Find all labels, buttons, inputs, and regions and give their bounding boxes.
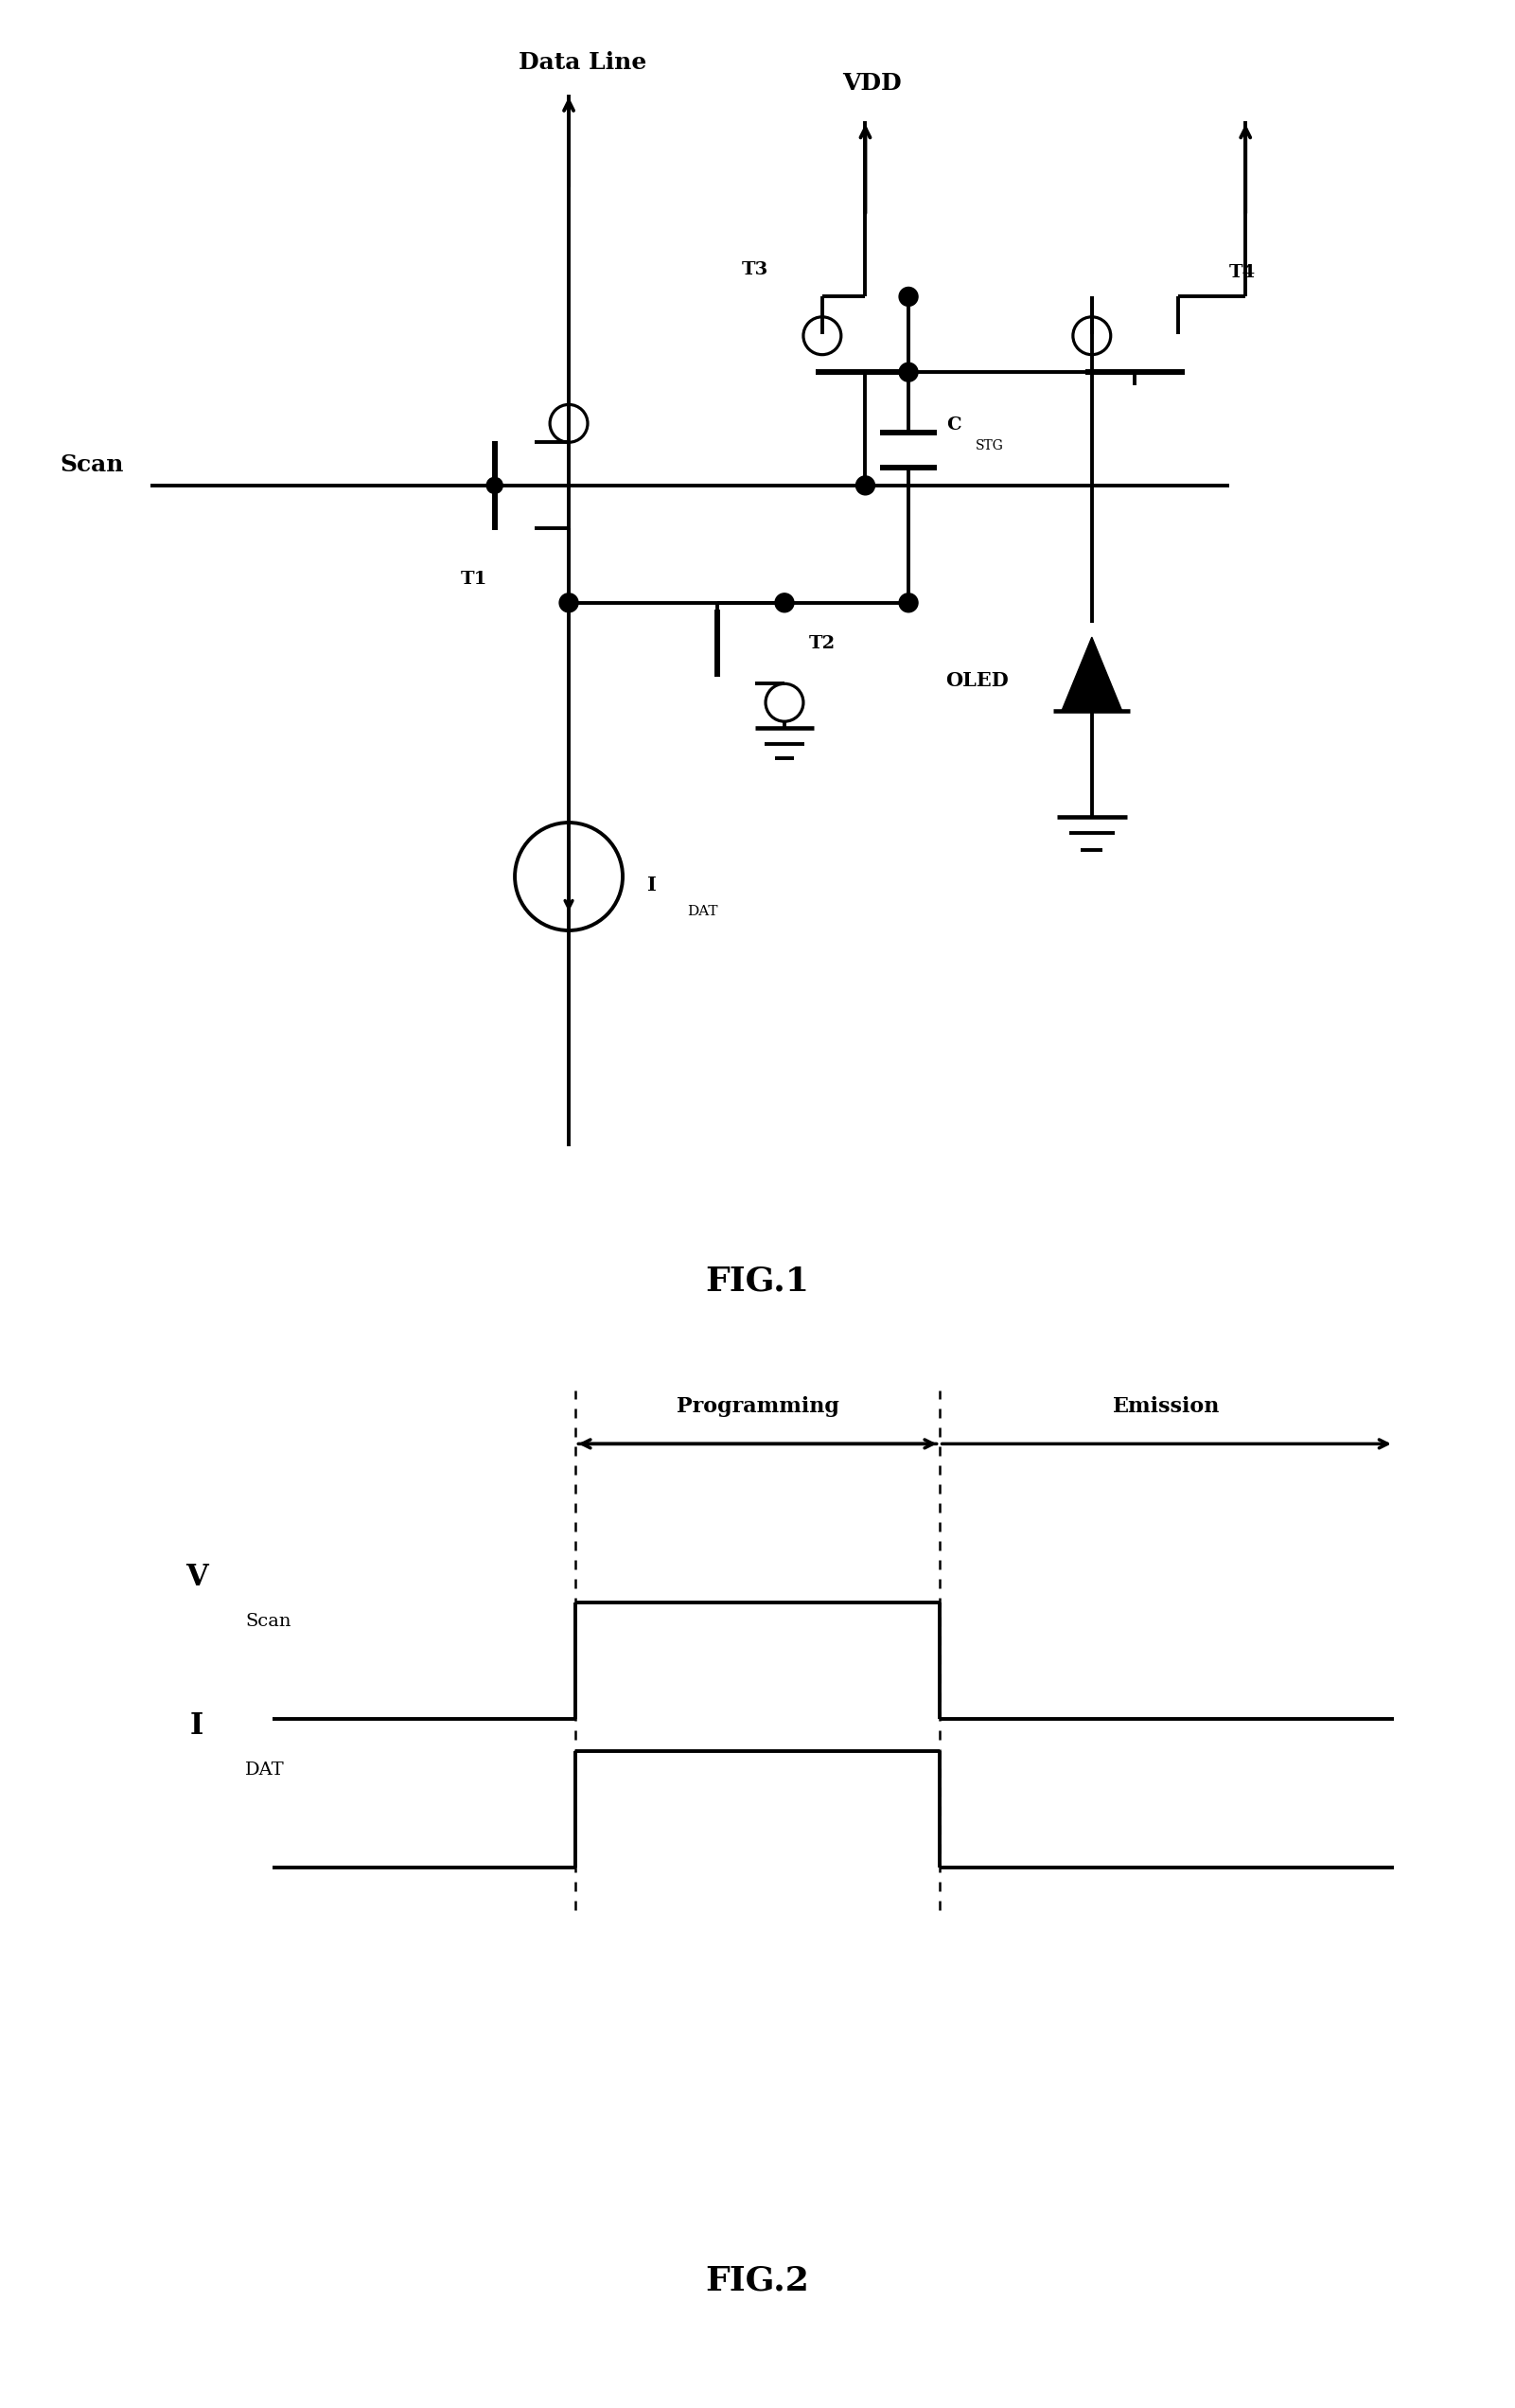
Text: DAT: DAT [245, 1763, 285, 1780]
Text: Emission: Emission [1114, 1397, 1220, 1418]
Text: V: V [186, 1563, 208, 1592]
Text: FIG.1: FIG.1 [706, 1264, 809, 1298]
Circle shape [898, 364, 918, 380]
Circle shape [898, 592, 918, 612]
Text: T3: T3 [741, 260, 768, 279]
Polygon shape [1062, 638, 1123, 710]
Circle shape [559, 592, 579, 612]
Text: VDD: VDD [842, 72, 901, 94]
Circle shape [776, 592, 794, 612]
Text: T1: T1 [461, 571, 488, 588]
Text: I: I [647, 874, 656, 893]
Text: DAT: DAT [688, 905, 718, 917]
Circle shape [856, 477, 874, 496]
Text: Programming: Programming [676, 1397, 839, 1418]
Text: Data Line: Data Line [518, 51, 647, 75]
Text: C: C [947, 417, 961, 433]
Text: T4: T4 [1229, 265, 1256, 282]
Text: FIG.2: FIG.2 [706, 2266, 809, 2297]
Text: Scan: Scan [61, 453, 124, 477]
Text: T2: T2 [809, 636, 835, 653]
Text: OLED: OLED [945, 672, 1009, 691]
Text: I: I [191, 1712, 203, 1741]
Text: STG: STG [976, 438, 1004, 453]
Text: Scan: Scan [245, 1613, 291, 1630]
Circle shape [898, 287, 918, 306]
Circle shape [486, 477, 503, 494]
